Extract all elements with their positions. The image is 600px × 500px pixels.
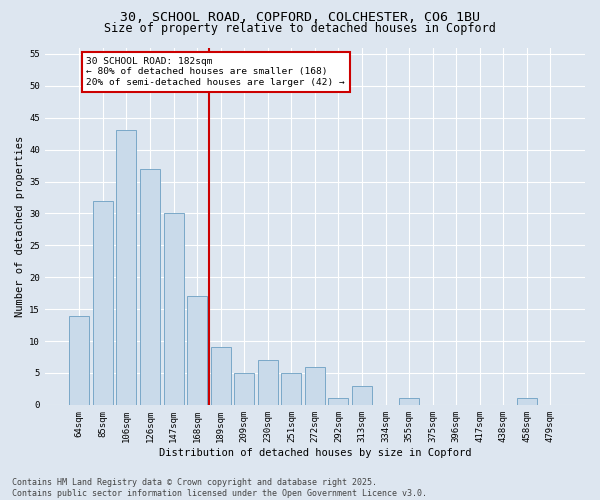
Bar	[187, 296, 207, 405]
Bar	[93, 200, 113, 405]
Text: Contains HM Land Registry data © Crown copyright and database right 2025.
Contai: Contains HM Land Registry data © Crown c…	[12, 478, 427, 498]
Bar	[116, 130, 136, 405]
Bar	[328, 398, 349, 405]
Bar	[399, 398, 419, 405]
Y-axis label: Number of detached properties: Number of detached properties	[15, 136, 25, 317]
Bar	[352, 386, 372, 405]
Bar	[281, 373, 301, 405]
Bar	[305, 366, 325, 405]
Bar	[234, 373, 254, 405]
Text: 30 SCHOOL ROAD: 182sqm
← 80% of detached houses are smaller (168)
20% of semi-de: 30 SCHOOL ROAD: 182sqm ← 80% of detached…	[86, 57, 345, 87]
Bar	[140, 168, 160, 405]
Bar	[164, 214, 184, 405]
Bar	[70, 316, 89, 405]
X-axis label: Distribution of detached houses by size in Copford: Distribution of detached houses by size …	[158, 448, 471, 458]
Text: Size of property relative to detached houses in Copford: Size of property relative to detached ho…	[104, 22, 496, 35]
Text: 30, SCHOOL ROAD, COPFORD, COLCHESTER, CO6 1BU: 30, SCHOOL ROAD, COPFORD, COLCHESTER, CO…	[120, 11, 480, 24]
Bar	[517, 398, 537, 405]
Bar	[258, 360, 278, 405]
Bar	[211, 348, 230, 405]
